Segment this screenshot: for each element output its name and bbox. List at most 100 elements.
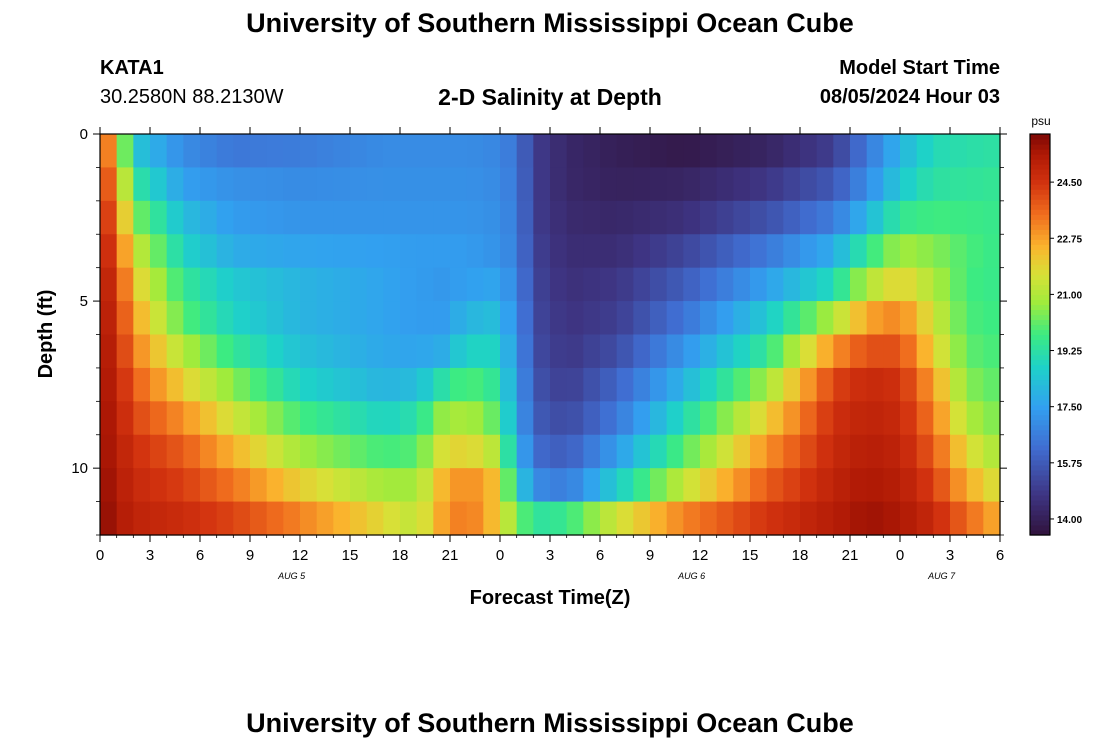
heatmap-cell	[850, 167, 868, 202]
heatmap-cell	[300, 200, 318, 235]
colorbar-swatch	[1030, 399, 1050, 406]
heatmap-cell	[450, 301, 468, 336]
heatmap-cell	[783, 301, 801, 336]
colorbar-swatch	[1030, 409, 1050, 416]
heatmap-cell	[466, 200, 484, 235]
heatmap-cell	[650, 434, 668, 469]
heatmap-cell	[216, 367, 234, 402]
heatmap-cell	[200, 401, 218, 436]
colorbar-swatch	[1030, 179, 1050, 185]
heatmap-cell	[383, 167, 401, 202]
heatmap-cell	[533, 367, 551, 402]
heatmap-cell	[183, 334, 201, 369]
heatmap-cell	[266, 301, 284, 336]
colorbar-swatch	[1030, 344, 1050, 351]
heatmap-cell	[833, 468, 851, 503]
heatmap-cell	[266, 267, 284, 302]
heatmap-cell	[250, 501, 268, 536]
heatmap-cell	[116, 401, 134, 436]
heatmap-cell	[933, 367, 951, 402]
heatmap-cell	[366, 167, 384, 202]
heatmap-cell	[750, 200, 768, 235]
heatmap-cell	[383, 501, 401, 536]
heatmap-cell	[550, 167, 568, 202]
x-tick-label: 3	[946, 547, 954, 564]
heatmap-cell	[850, 434, 868, 469]
colorbar-swatch	[1030, 439, 1050, 446]
heatmap-cell	[766, 434, 784, 469]
heatmap-cell	[616, 367, 634, 402]
heatmap-cell	[583, 401, 601, 436]
heatmap-cell	[183, 501, 201, 536]
heatmap-cell	[150, 401, 168, 436]
heatmap-cell	[966, 267, 984, 302]
heatmap-cell	[166, 501, 184, 536]
heatmap-cell	[816, 468, 834, 503]
x-axis-label: Forecast Time(Z)	[470, 587, 631, 609]
heatmap-cell	[500, 267, 518, 302]
heatmap-cell	[100, 401, 118, 436]
heatmap-cell	[600, 301, 618, 336]
heatmap-cell	[266, 134, 284, 169]
colorbar-swatch	[1030, 279, 1050, 285]
heatmap-cell	[933, 200, 951, 235]
heatmap-cell	[716, 234, 734, 269]
heatmap-cell	[216, 200, 234, 235]
heatmap-cell	[600, 134, 618, 169]
heatmap-cell	[400, 167, 418, 202]
x-tick-label: 9	[246, 547, 254, 564]
heatmap-cell	[683, 167, 701, 202]
heatmap-cell	[350, 134, 368, 169]
heatmap-cell	[633, 234, 651, 269]
heatmap-cell	[183, 267, 201, 302]
heatmap-cell	[233, 367, 251, 402]
heatmap-cell	[800, 234, 818, 269]
heatmap-cell	[700, 301, 718, 336]
heatmap-cell	[550, 134, 568, 169]
heatmap-cell	[750, 501, 768, 536]
heatmap-cell	[700, 234, 718, 269]
heatmap-cell	[750, 301, 768, 336]
heatmap-cell	[516, 134, 534, 169]
heatmap-cell	[550, 468, 568, 503]
heatmap-cell	[433, 134, 451, 169]
heatmap-cell	[933, 468, 951, 503]
heatmap-cell	[683, 267, 701, 302]
heatmap-cell	[116, 301, 134, 336]
heatmap-cell	[450, 267, 468, 302]
heatmap-cell	[250, 434, 268, 469]
heatmap-cell	[400, 267, 418, 302]
heatmap-cell	[300, 234, 318, 269]
heatmap-cell	[516, 434, 534, 469]
heatmap-cell	[250, 401, 268, 436]
colorbar-swatch	[1030, 504, 1050, 511]
heatmap-cell	[450, 200, 468, 235]
colorbar-swatch	[1030, 369, 1050, 376]
heatmap-cell	[616, 301, 634, 336]
heatmap-cell	[800, 301, 818, 336]
colorbar-tick-label: 19.25	[1057, 347, 1082, 358]
colorbar-swatch	[1030, 484, 1050, 491]
colorbar-swatch	[1030, 509, 1050, 516]
colorbar-swatch	[1030, 449, 1050, 456]
heatmap-cell	[133, 468, 151, 503]
heatmap-cell	[316, 434, 334, 469]
heatmap-cell	[850, 501, 868, 536]
heatmap-cell	[883, 134, 901, 169]
heatmap-cell	[400, 468, 418, 503]
heatmap-cell	[833, 434, 851, 469]
heatmap-cell	[333, 267, 351, 302]
heatmap-cell	[183, 434, 201, 469]
heatmap-cell	[550, 334, 568, 369]
colorbar-swatch	[1030, 219, 1050, 225]
heatmap-cell	[233, 334, 251, 369]
heatmap-cell	[250, 301, 268, 336]
x-tick-label: 6	[996, 547, 1004, 564]
heatmap-cell	[866, 200, 884, 235]
colorbar-tick-label: 22.75	[1057, 234, 1082, 245]
colorbar-swatch	[1030, 444, 1050, 451]
heatmap-cell	[166, 334, 184, 369]
heatmap-cell	[666, 234, 684, 269]
heatmap-cell	[866, 468, 884, 503]
heatmap-cell	[900, 167, 918, 202]
